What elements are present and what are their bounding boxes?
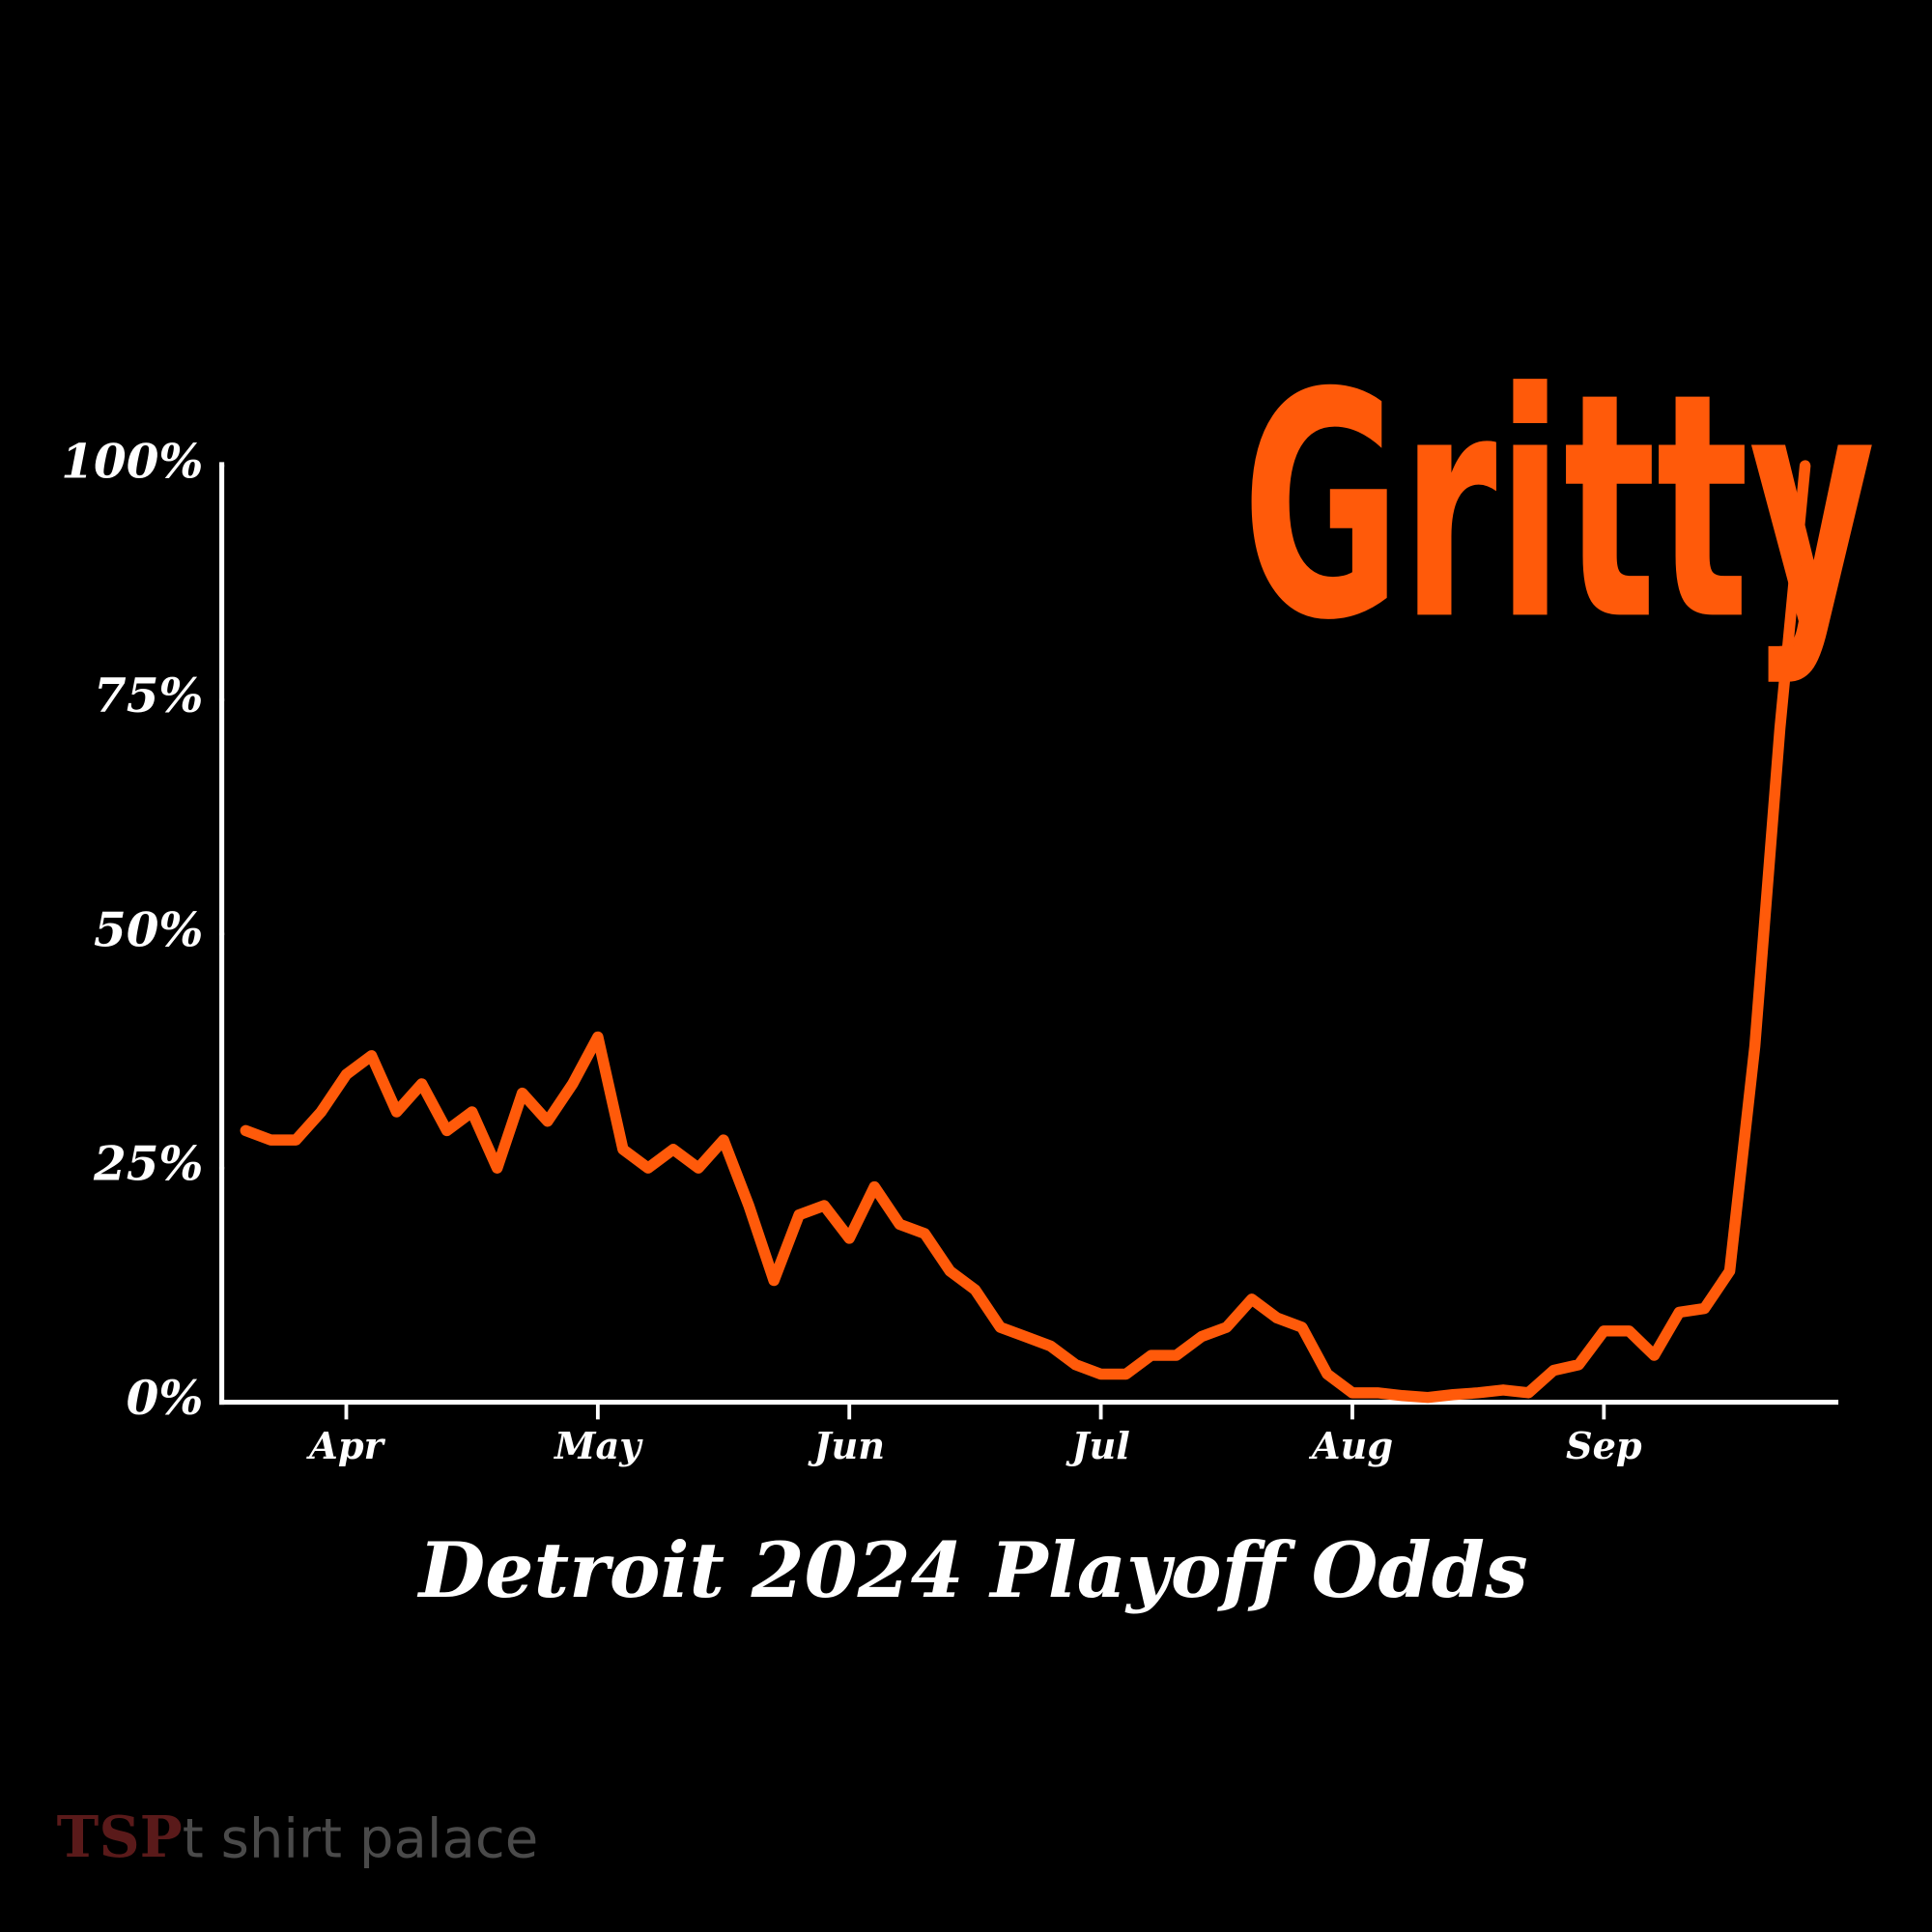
y-tick-label: 0% — [127, 1371, 204, 1426]
x-tick-label: Jun — [807, 1425, 885, 1468]
data-line — [240, 460, 1811, 1404]
x-tick-label: Aug — [1309, 1425, 1393, 1468]
x-tick-label: Jul — [1065, 1425, 1129, 1468]
annotation: Gritty — [1242, 327, 1876, 689]
y-tick-label: 50% — [94, 902, 203, 957]
y-tick-label: 25% — [93, 1137, 203, 1192]
watermark-text: t shirt palace — [183, 1808, 538, 1871]
chart-title: Detroit 2024 Playoff Odds — [417, 1525, 1528, 1615]
x-tick-label: Apr — [306, 1425, 385, 1468]
x-tick-label: Sep — [1566, 1425, 1642, 1468]
watermark-logo: TSP — [57, 1804, 183, 1870]
y-tick-label: 75% — [94, 668, 203, 724]
x-tick-label: May — [553, 1425, 643, 1468]
y-tick-label: 100% — [61, 435, 203, 490]
